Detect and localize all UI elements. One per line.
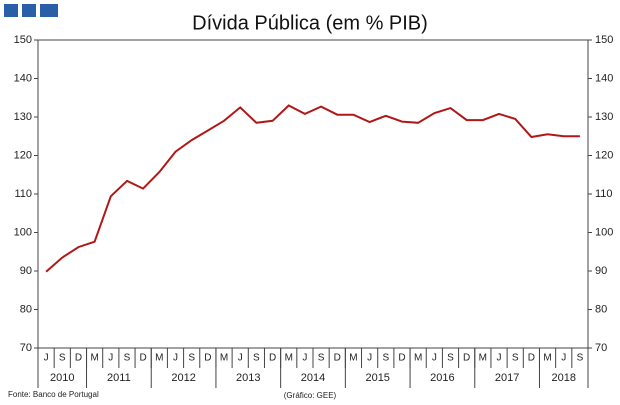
source: Fonte: Banco de Portugal	[8, 390, 99, 399]
x-tick-label: S	[59, 353, 66, 364]
y-tick-label: 90	[20, 265, 32, 277]
x-tick-label: M	[155, 353, 163, 364]
x-tick-label: D	[75, 353, 82, 364]
y2-tick-label: 130	[595, 111, 613, 123]
x-tick-label: J	[497, 353, 502, 364]
x-tick-label: D	[398, 353, 405, 364]
x-tick-label: J	[367, 353, 372, 364]
x-tick-label: S	[318, 353, 325, 364]
x-tick-label: S	[447, 353, 454, 364]
y-tick-label: 80	[20, 303, 32, 315]
y-tick-label: 70	[20, 342, 32, 354]
y-tick-label: 130	[14, 111, 32, 123]
x-tick-label: D	[204, 353, 211, 364]
y2-tick-label: 120	[595, 149, 613, 161]
x-tick-label: S	[512, 353, 519, 364]
x-tick-label: M	[479, 353, 487, 364]
year-label: 2014	[301, 372, 325, 384]
y2-tick-label: 70	[595, 342, 607, 354]
x-tick-label: J	[302, 353, 307, 364]
x-tick-label: M	[414, 353, 422, 364]
y2-tick-label: 150	[595, 34, 613, 46]
logo-square	[4, 4, 18, 17]
x-tick-label: D	[269, 353, 276, 364]
x-tick-label: S	[577, 353, 584, 364]
chart-title: Dívida Pública (em % PIB)	[192, 12, 428, 34]
plot-frame	[37, 39, 589, 349]
x-tick-label: D	[463, 353, 470, 364]
x-tick-label: D	[528, 353, 535, 364]
x-tick-label: M	[285, 353, 293, 364]
year-label: 2011	[107, 372, 131, 384]
x-tick-label: J	[173, 353, 178, 364]
x-tick-label: S	[124, 353, 131, 364]
x-tick-label: M	[220, 353, 228, 364]
x-tick-label: J	[238, 353, 243, 364]
y2-tick-label: 90	[595, 265, 607, 277]
x-tick-label: J	[432, 353, 437, 364]
year-label: 2012	[171, 372, 195, 384]
y2-tick-label: 140	[595, 72, 613, 84]
x-tick-label: J	[561, 353, 566, 364]
y-tick-label: 100	[14, 226, 32, 238]
y-tick-label: 150	[14, 34, 32, 46]
logo-square	[40, 4, 58, 17]
x-tick-label: J	[44, 353, 49, 364]
x-tick-label: S	[382, 353, 389, 364]
year-label: 2016	[430, 372, 454, 384]
logo-square	[22, 4, 36, 17]
y2-tick-label: 110	[595, 188, 613, 200]
y-tick-label: 140	[14, 72, 32, 84]
x-tick-label: J	[108, 353, 113, 364]
x-tick-label: D	[140, 353, 147, 364]
year-label: 2017	[495, 372, 519, 384]
credit: (Gráfico: GEE)	[284, 391, 337, 400]
y2-tick-label: 80	[595, 303, 607, 315]
year-label: 2013	[236, 372, 260, 384]
year-label: 2015	[365, 372, 389, 384]
x-tick-label: M	[90, 353, 98, 364]
x-tick-label: M	[349, 353, 357, 364]
y2-tick-label: 100	[595, 226, 613, 238]
data-line	[45, 104, 580, 273]
x-tick-label: S	[253, 353, 260, 364]
x-tick-label: S	[188, 353, 195, 364]
year-label: 2018	[551, 372, 575, 384]
x-tick-label: D	[334, 353, 341, 364]
x-tick-label: M	[543, 353, 551, 364]
y-tick-label: 110	[14, 188, 32, 200]
year-label: 2010	[50, 372, 74, 384]
y-tick-label: 120	[14, 149, 32, 161]
